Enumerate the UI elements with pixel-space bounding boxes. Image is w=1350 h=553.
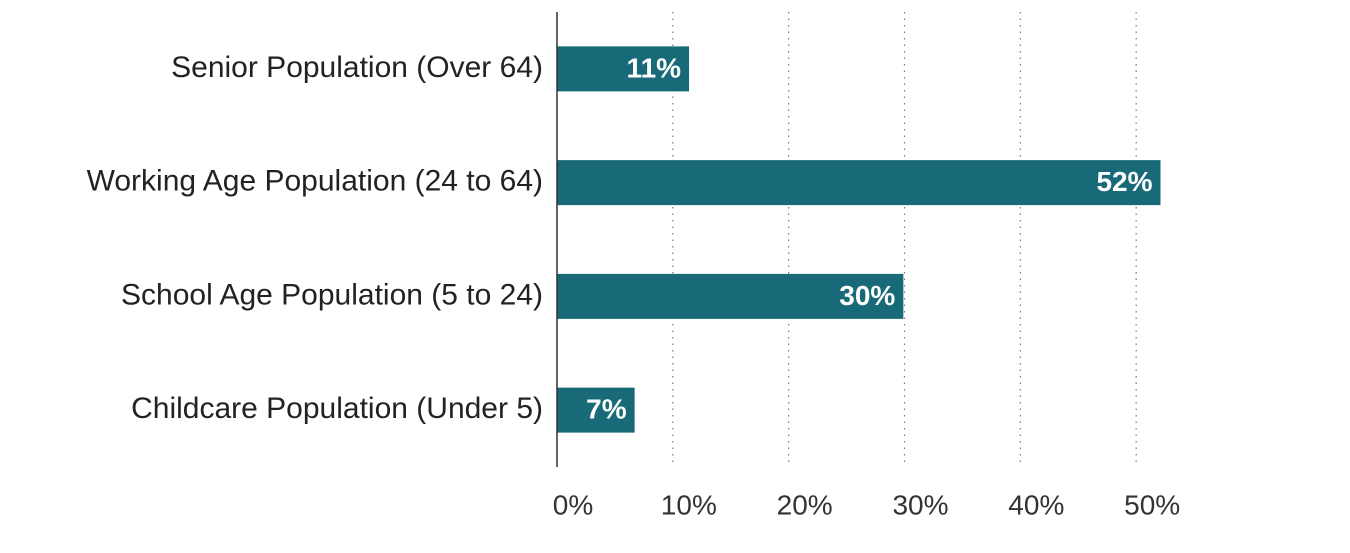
x-tick-label: 0% [553,489,593,520]
value-label: 30% [839,280,895,311]
value-label: 7% [586,394,627,425]
x-tick-label: 40% [1008,489,1064,520]
category-label: Senior Population (Over 64) [171,51,543,84]
bar [557,273,904,319]
x-tick-label: 50% [1124,489,1180,520]
x-tick-label: 20% [777,489,833,520]
value-label: 52% [1096,166,1152,197]
category-label: Working Age Population (24 to 64) [87,165,543,198]
value-label: 11% [627,52,682,83]
category-label: School Age Population (5 to 24) [121,278,543,311]
x-tick-label: 30% [892,489,948,520]
bar [557,46,690,92]
category-label: Childcare Population (Under 5) [131,392,543,425]
x-tick-label: 10% [661,489,717,520]
bar [557,160,1161,206]
bar [557,387,635,433]
